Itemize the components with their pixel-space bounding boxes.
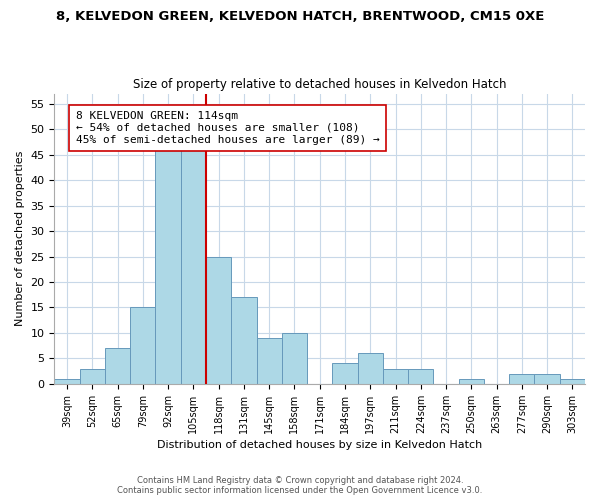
X-axis label: Distribution of detached houses by size in Kelvedon Hatch: Distribution of detached houses by size …	[157, 440, 482, 450]
Bar	[155, 150, 181, 384]
Bar	[458, 378, 484, 384]
Text: 8 KELVEDON GREEN: 114sqm
← 54% of detached houses are smaller (108)
45% of semi-: 8 KELVEDON GREEN: 114sqm ← 54% of detach…	[76, 112, 380, 144]
Bar	[181, 150, 206, 384]
Bar	[130, 308, 155, 384]
Bar	[282, 333, 307, 384]
Title: Size of property relative to detached houses in Kelvedon Hatch: Size of property relative to detached ho…	[133, 78, 506, 91]
Bar	[560, 378, 585, 384]
Bar	[358, 354, 383, 384]
Y-axis label: Number of detached properties: Number of detached properties	[15, 151, 25, 326]
Text: Contains HM Land Registry data © Crown copyright and database right 2024.
Contai: Contains HM Land Registry data © Crown c…	[118, 476, 482, 495]
Bar	[105, 348, 130, 384]
Bar	[383, 368, 408, 384]
Bar	[55, 378, 80, 384]
Bar	[257, 338, 282, 384]
Bar	[231, 298, 257, 384]
Bar	[408, 368, 433, 384]
Bar	[509, 374, 535, 384]
Bar	[206, 256, 231, 384]
Bar	[80, 368, 105, 384]
Text: 8, KELVEDON GREEN, KELVEDON HATCH, BRENTWOOD, CM15 0XE: 8, KELVEDON GREEN, KELVEDON HATCH, BRENT…	[56, 10, 544, 23]
Bar	[535, 374, 560, 384]
Bar	[332, 364, 358, 384]
